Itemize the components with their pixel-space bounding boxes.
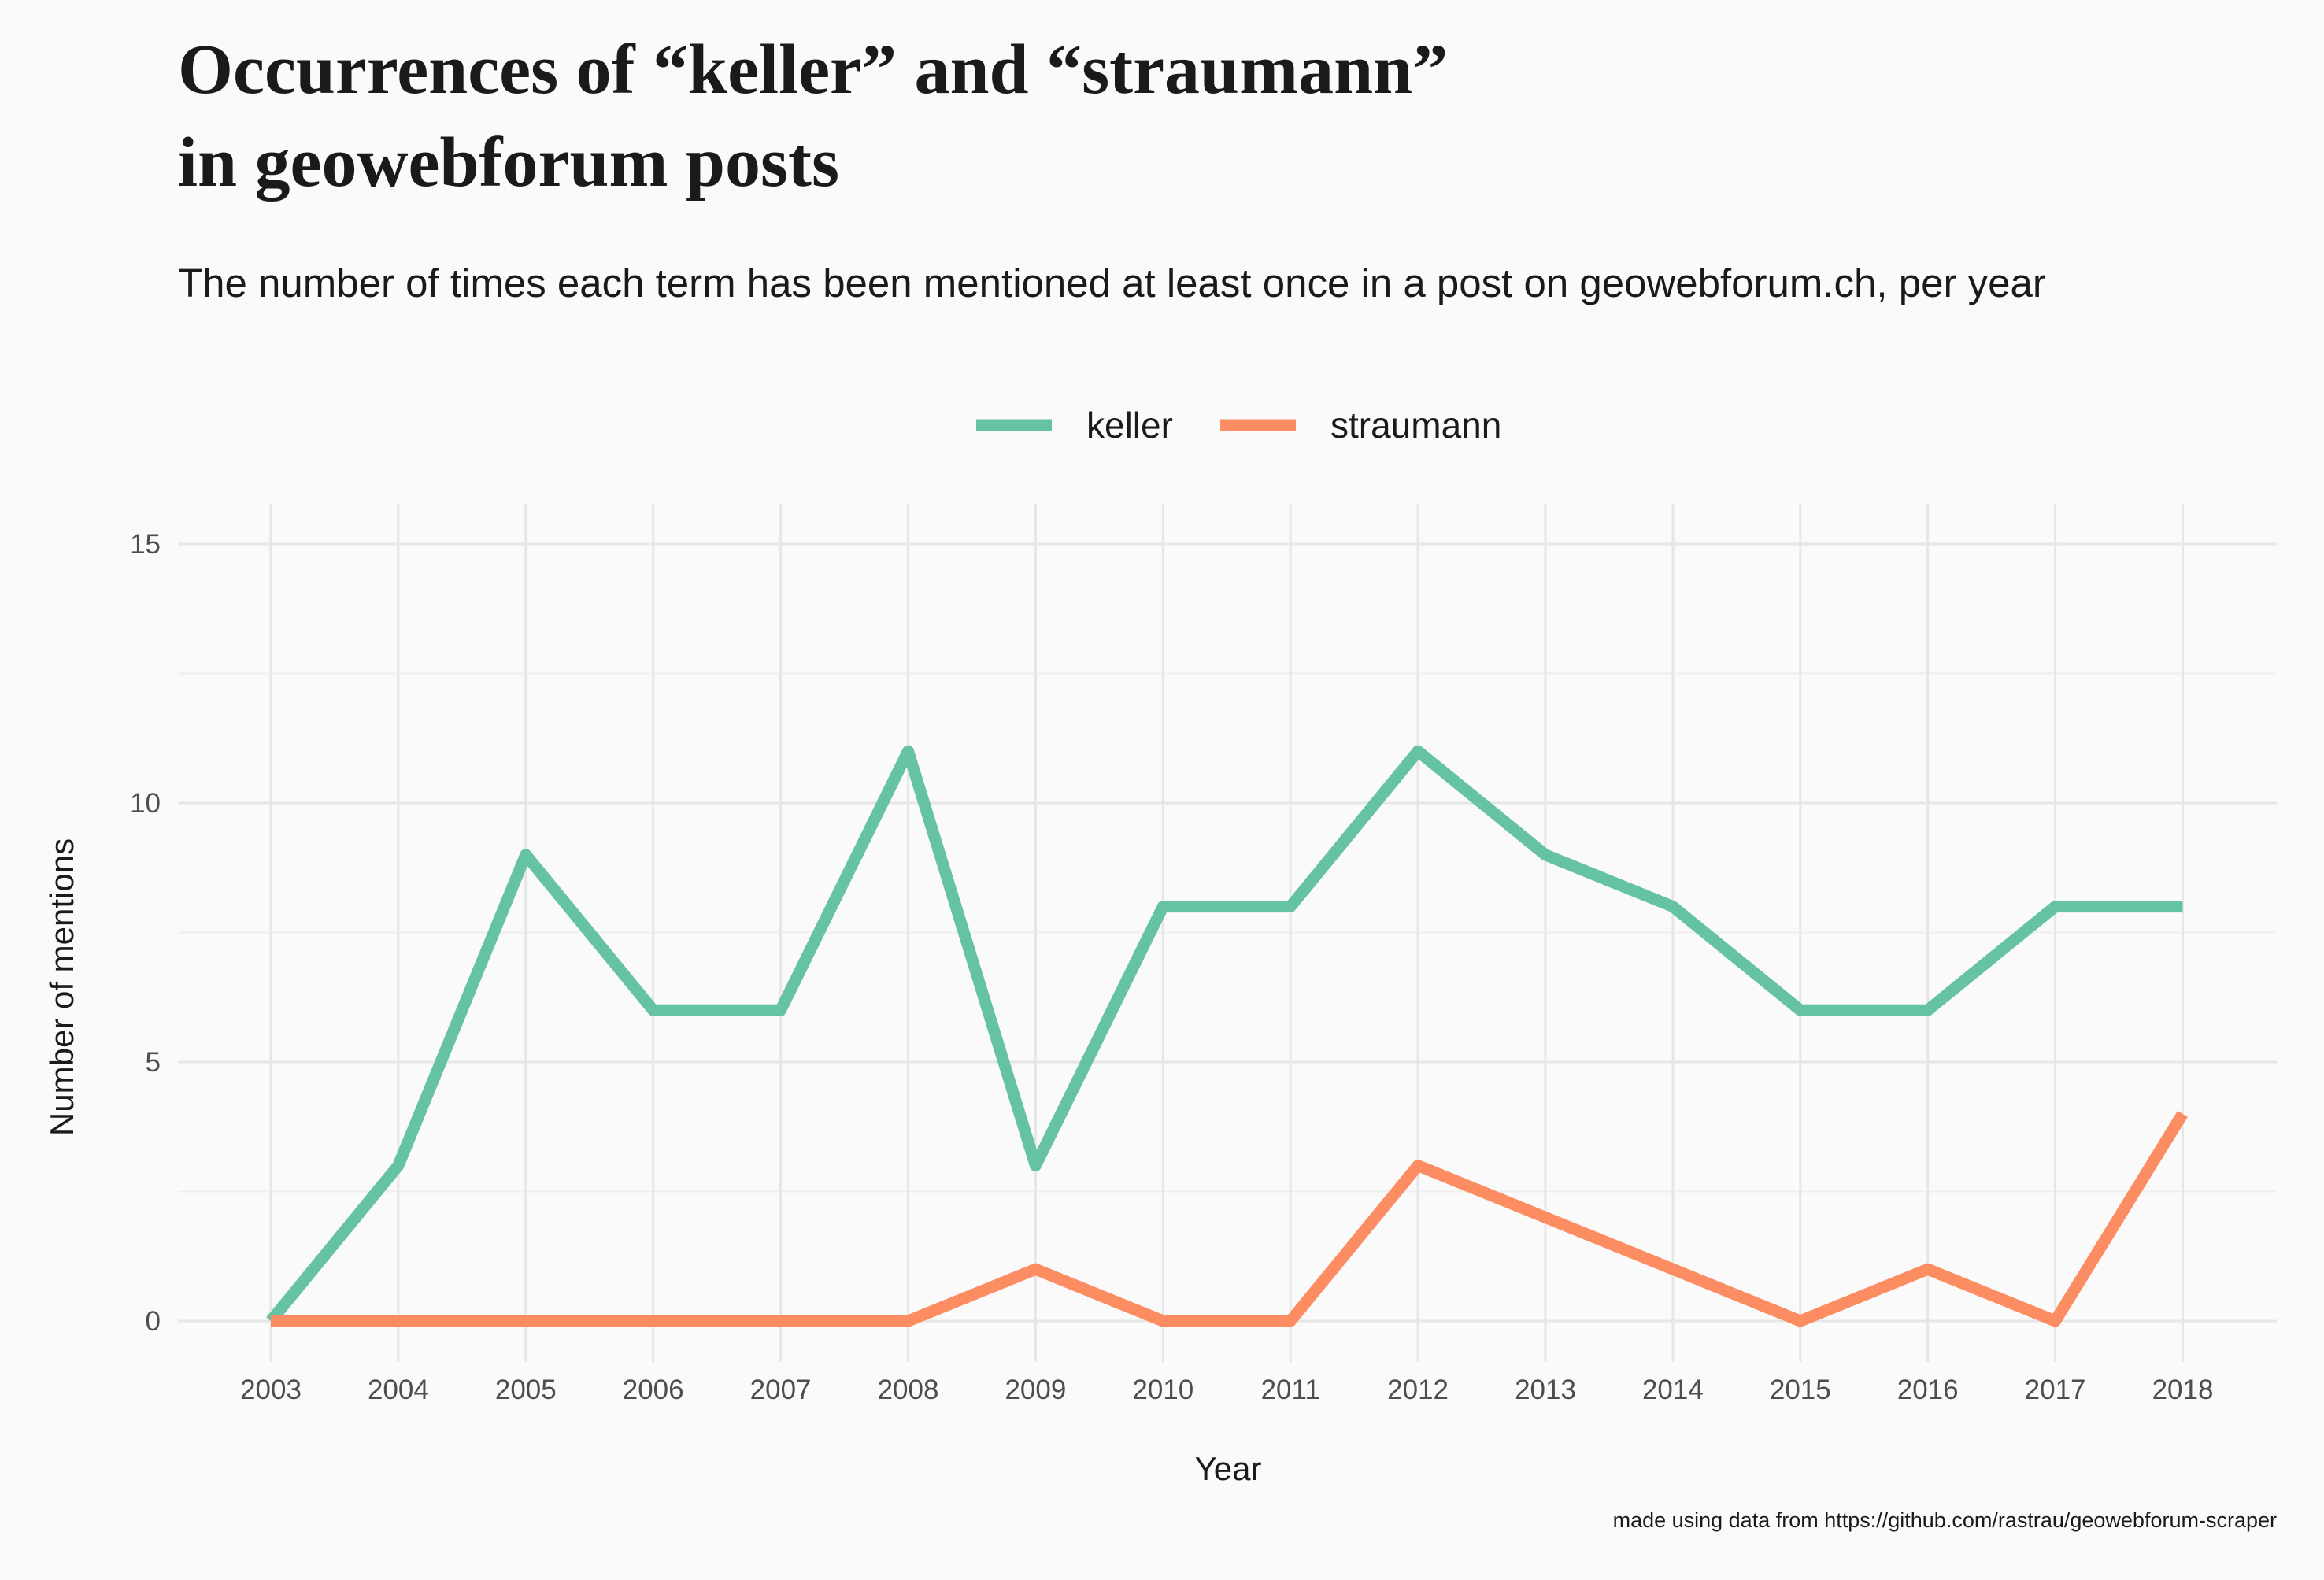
x-tick-label: 2015: [1770, 1375, 1831, 1405]
y-tick-label: 5: [146, 1047, 161, 1078]
x-tick-label: 2009: [1005, 1375, 1066, 1405]
y-axis-ticks: 0 5 10 15: [130, 529, 161, 1337]
x-tick-label: 2007: [750, 1375, 812, 1405]
x-tick-label: 2018: [2152, 1375, 2214, 1405]
legend-label-keller: keller: [1086, 405, 1173, 446]
series-line-keller: [266, 745, 2183, 1325]
x-tick-label: 2008: [878, 1375, 939, 1405]
x-tick-label: 2006: [623, 1375, 684, 1405]
y-axis-title: Number of mentions: [43, 838, 80, 1136]
x-tick-label: 2012: [1387, 1375, 1449, 1405]
legend: keller straumann: [976, 405, 1501, 446]
series-lines: [266, 745, 2188, 1327]
chart-subtitle: The number of times each term has been m…: [178, 261, 2046, 305]
x-tick-label: 2011: [1261, 1375, 1320, 1405]
x-tick-label: 2004: [368, 1375, 429, 1405]
x-tick-label: 2005: [495, 1375, 557, 1405]
x-axis-title: Year: [1195, 1450, 1262, 1487]
chart-title-line-1: Occurrences of “keller” and “straumann”: [178, 31, 1448, 109]
x-tick-label: 2014: [1642, 1375, 1704, 1405]
y-tick-label: 0: [146, 1306, 161, 1337]
series-line-straumann: [271, 1110, 2188, 1327]
y-tick-label: 15: [130, 529, 161, 560]
x-tick-label: 2003: [240, 1375, 302, 1405]
chart-title-line-2: in geowebforum posts: [178, 124, 839, 202]
y-tick-label: 10: [130, 788, 161, 819]
x-tick-label: 2017: [2025, 1375, 2086, 1405]
x-tick-label: 2016: [1897, 1375, 1959, 1405]
legend-label-straumann: straumann: [1330, 405, 1501, 446]
chart-title: Occurrences of “keller” and “straumann” …: [178, 31, 1448, 202]
x-tick-label: 2013: [1515, 1375, 1576, 1405]
x-tick-label: 2010: [1132, 1375, 1193, 1405]
x-axis-ticks: 2003 2004 2005 2006 2007 2008 2009 2010 2011 2012…: [240, 1375, 2213, 1405]
chart-caption: made using data from https://github.com/…: [1613, 1508, 2277, 1532]
